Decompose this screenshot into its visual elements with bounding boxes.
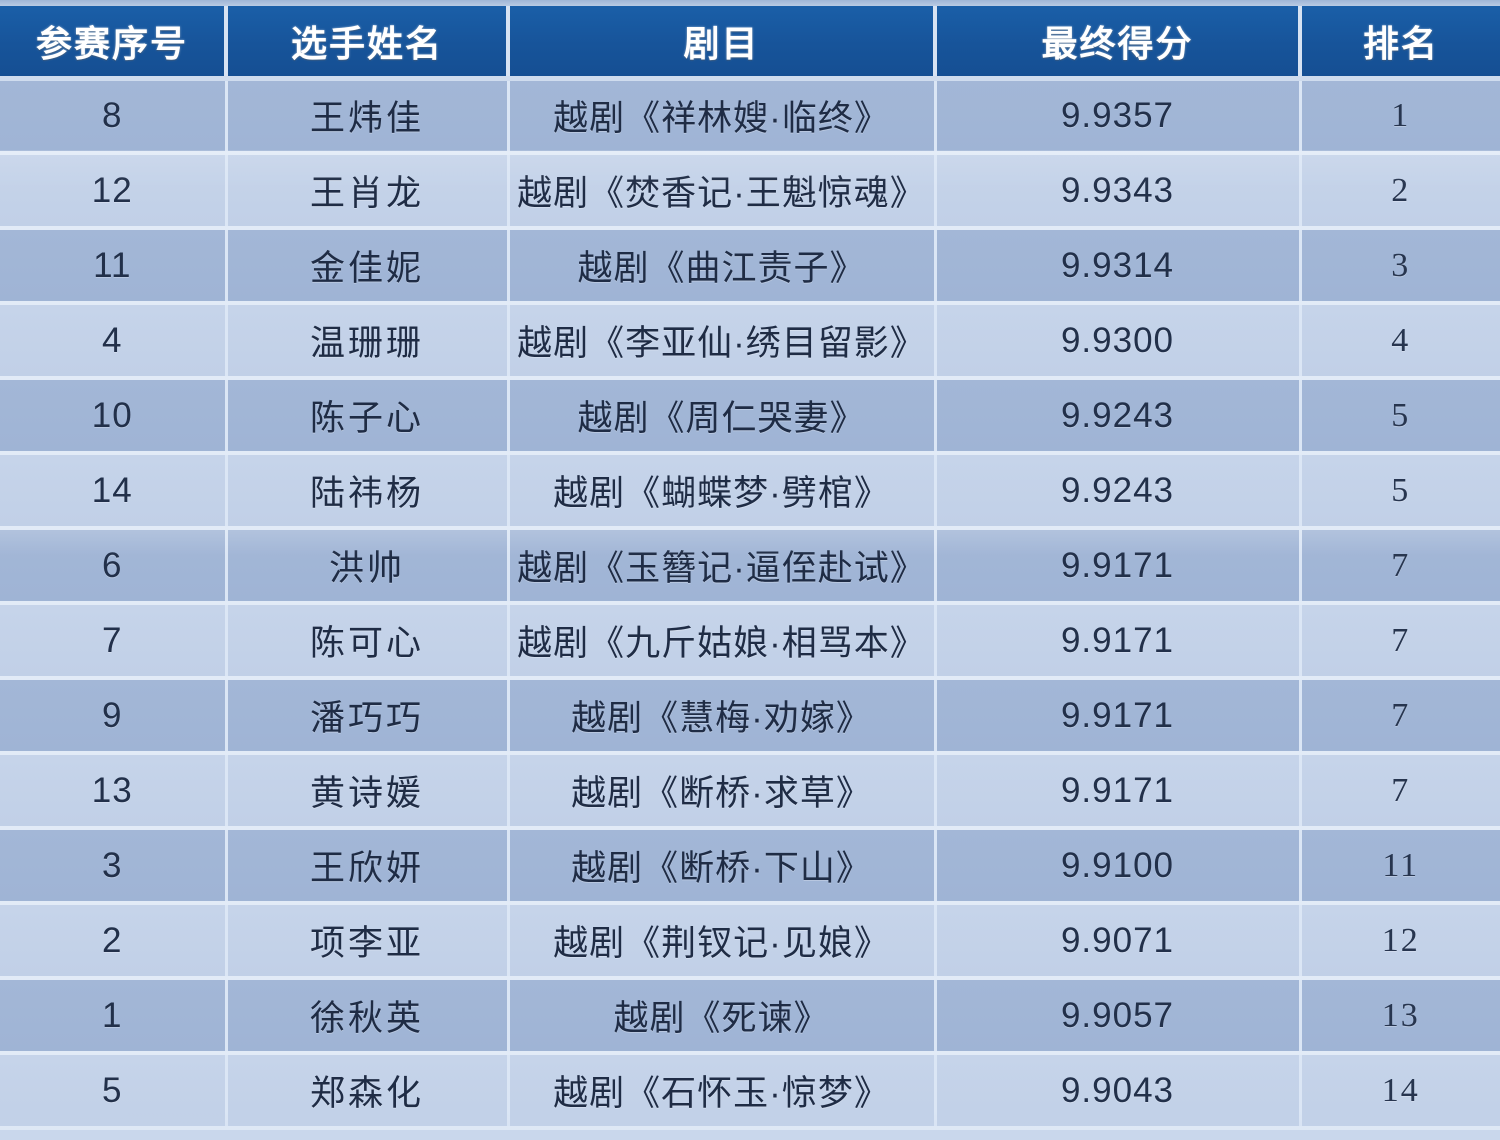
cell-final-score: 9.9171	[933, 603, 1302, 680]
cell-final-score: 9.9171	[933, 753, 1302, 830]
cell-contestant-name: 陈子心	[224, 378, 510, 455]
cell-entry-number: 13	[0, 753, 228, 830]
cell-final-score: 9.9314	[933, 228, 1302, 305]
cell-contestant-name: 陈可心	[224, 603, 510, 680]
cell-entry-number: 11	[0, 228, 228, 305]
cell-repertoire: 越剧《蝴蝶梦·劈棺》	[506, 453, 937, 530]
table-row: 13 黄诗媛 越剧《断桥·求草》 9.9171 7	[0, 753, 1500, 830]
table-row: 5 郑森化 越剧《石怀玉·惊梦》 9.9043 14	[0, 1053, 1500, 1130]
cell-rank: 7	[1298, 528, 1500, 605]
table-body: 8 王炜佳 越剧《祥林嫂·临终》 9.9357 1 12 王肖龙 越剧《焚香记·王魁惊魂》 9.…	[0, 78, 1500, 1130]
cell-entry-number: 8	[0, 78, 228, 155]
table-row: 4 温珊珊 越剧《李亚仙·绣目留影》 9.9300 4	[0, 303, 1500, 380]
cell-contestant-name: 黄诗媛	[224, 753, 510, 830]
cell-contestant-name: 潘巧巧	[224, 678, 510, 755]
table-row: 8 王炜佳 越剧《祥林嫂·临终》 9.9357 1	[0, 78, 1500, 155]
cell-repertoire: 越剧《玉簪记·逼侄赴试》	[506, 528, 937, 605]
cell-contestant-name: 王肖龙	[224, 153, 510, 230]
cell-contestant-name: 郑森化	[224, 1053, 510, 1130]
cell-entry-number: 12	[0, 153, 228, 230]
cell-entry-number: 10	[0, 378, 228, 455]
cell-rank: 4	[1298, 303, 1500, 380]
cell-final-score: 9.9343	[933, 153, 1302, 230]
column-header-final-score: 最终得分	[933, 6, 1302, 81]
cell-entry-number: 2	[0, 903, 228, 980]
cell-repertoire: 越剧《周仁哭妻》	[506, 378, 937, 455]
cell-entry-number: 5	[0, 1053, 228, 1130]
cell-repertoire: 越剧《石怀玉·惊梦》	[506, 1053, 937, 1130]
table-row: 2 项李亚 越剧《荆钗记·见娘》 9.9071 12	[0, 903, 1500, 980]
cell-repertoire: 越剧《断桥·求草》	[506, 753, 937, 830]
cell-entry-number: 9	[0, 678, 228, 755]
cell-final-score: 9.9300	[933, 303, 1302, 380]
cell-contestant-name: 项李亚	[224, 903, 510, 980]
cell-entry-number: 7	[0, 603, 228, 680]
cell-rank: 7	[1298, 603, 1500, 680]
cell-rank: 1	[1298, 78, 1500, 155]
cell-entry-number: 1	[0, 978, 228, 1055]
cell-rank: 7	[1298, 678, 1500, 755]
cell-final-score: 9.9057	[933, 978, 1302, 1055]
cell-repertoire: 越剧《李亚仙·绣目留影》	[506, 303, 937, 380]
cell-entry-number: 14	[0, 453, 228, 530]
cell-contestant-name: 王欣妍	[224, 828, 510, 905]
cell-repertoire: 越剧《曲江责子》	[506, 228, 937, 305]
cell-rank: 13	[1298, 978, 1500, 1055]
cell-contestant-name: 金佳妮	[224, 228, 510, 305]
cell-rank: 7	[1298, 753, 1500, 830]
cell-rank: 11	[1298, 828, 1500, 905]
cell-repertoire: 越剧《慧梅·劝嫁》	[506, 678, 937, 755]
table-row: 12 王肖龙 越剧《焚香记·王魁惊魂》 9.9343 2	[0, 153, 1500, 230]
cell-final-score: 9.9100	[933, 828, 1302, 905]
final-score-table: 参赛序号 选手姓名 剧目 最终得分 排名 8 王炜佳 越剧《祥林嫂·临终》 9.935…	[0, 6, 1500, 1130]
cell-repertoire: 越剧《九斤姑娘·相骂本》	[506, 603, 937, 680]
table-row: 3 王欣妍 越剧《断桥·下山》 9.9100 11	[0, 828, 1500, 905]
column-header-repertoire: 剧目	[506, 6, 937, 81]
cell-rank: 5	[1298, 378, 1500, 455]
table-row: 6 洪帅 越剧《玉簪记·逼侄赴试》 9.9171 7	[0, 528, 1500, 605]
cell-contestant-name: 温珊珊	[224, 303, 510, 380]
cell-repertoire: 越剧《断桥·下山》	[506, 828, 937, 905]
cell-rank: 3	[1298, 228, 1500, 305]
cell-repertoire: 越剧《祥林嫂·临终》	[506, 78, 937, 155]
column-header-entry-number: 参赛序号	[0, 6, 228, 81]
cell-final-score: 9.9043	[933, 1053, 1302, 1130]
table-row: 11 金佳妮 越剧《曲江责子》 9.9314 3	[0, 228, 1500, 305]
cell-contestant-name: 洪帅	[224, 528, 510, 605]
cell-final-score: 9.9243	[933, 453, 1302, 530]
cell-rank: 14	[1298, 1053, 1500, 1130]
cell-final-score: 9.9243	[933, 378, 1302, 455]
table-header-row: 参赛序号 选手姓名 剧目 最终得分 排名	[0, 6, 1500, 81]
cell-repertoire: 越剧《荆钗记·见娘》	[506, 903, 937, 980]
cell-rank: 5	[1298, 453, 1500, 530]
cell-final-score: 9.9171	[933, 528, 1302, 605]
cell-repertoire: 越剧《死谏》	[506, 978, 937, 1055]
cell-final-score: 9.9357	[933, 78, 1302, 155]
table-header: 参赛序号 选手姓名 剧目 最终得分 排名	[0, 6, 1500, 81]
table-row: 7 陈可心 越剧《九斤姑娘·相骂本》 9.9171 7	[0, 603, 1500, 680]
cell-repertoire: 越剧《焚香记·王魁惊魂》	[506, 153, 937, 230]
cell-entry-number: 6	[0, 528, 228, 605]
cell-rank: 2	[1298, 153, 1500, 230]
cell-entry-number: 3	[0, 828, 228, 905]
cell-contestant-name: 徐秋英	[224, 978, 510, 1055]
table-row: 9 潘巧巧 越剧《慧梅·劝嫁》 9.9171 7	[0, 678, 1500, 755]
table-row: 10 陈子心 越剧《周仁哭妻》 9.9243 5	[0, 378, 1500, 455]
column-header-contestant-name: 选手姓名	[224, 6, 510, 81]
column-header-rank: 排名	[1298, 6, 1500, 81]
table-row: 14 陆祎杨 越剧《蝴蝶梦·劈棺》 9.9243 5	[0, 453, 1500, 530]
table-row: 1 徐秋英 越剧《死谏》 9.9057 13	[0, 978, 1500, 1055]
cell-entry-number: 4	[0, 303, 228, 380]
cell-contestant-name: 陆祎杨	[224, 453, 510, 530]
cell-contestant-name: 王炜佳	[224, 78, 510, 155]
cell-final-score: 9.9171	[933, 678, 1302, 755]
cell-final-score: 9.9071	[933, 903, 1302, 980]
cell-rank: 12	[1298, 903, 1500, 980]
